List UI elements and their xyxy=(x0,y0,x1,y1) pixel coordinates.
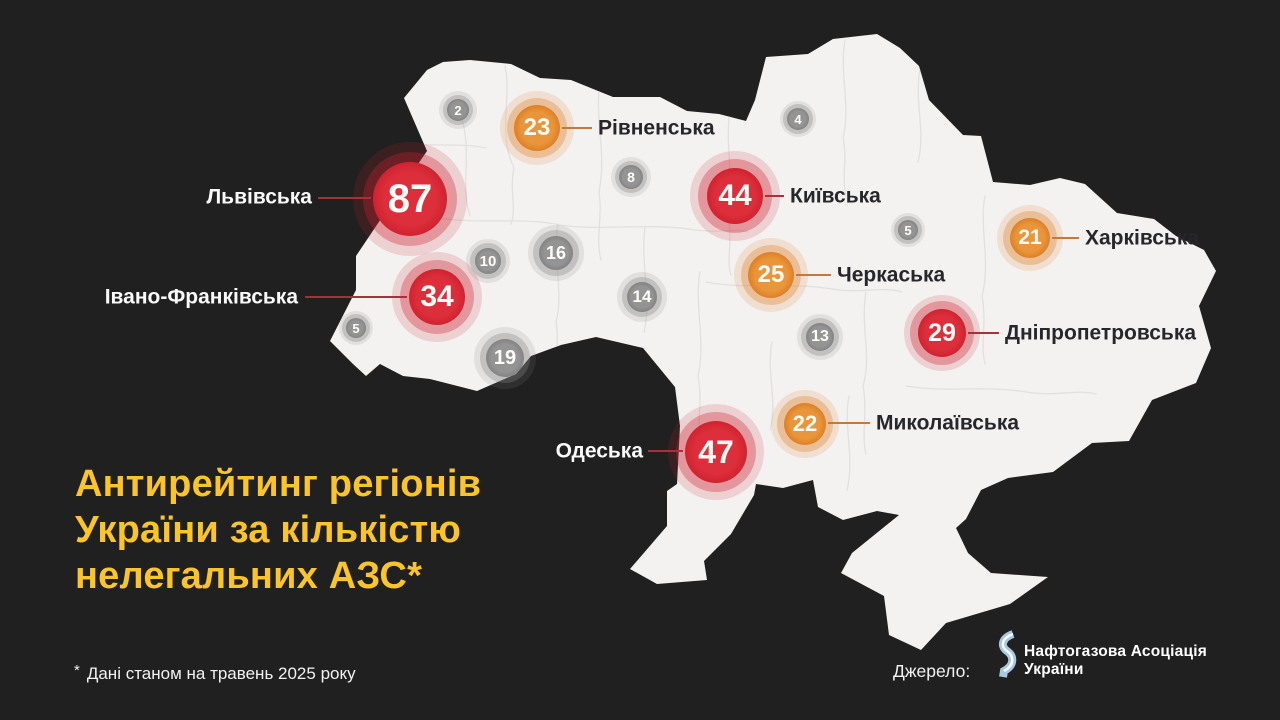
region-bubble: 5 xyxy=(346,318,366,338)
region-label: Дніпропетровська xyxy=(1005,321,1197,345)
label-connector-line xyxy=(318,197,371,199)
region-bubble: 4 xyxy=(787,108,809,130)
bubble-value: 13 xyxy=(811,328,829,345)
region-label: Миколаївська xyxy=(876,411,1020,435)
region-bubble: 29 xyxy=(918,309,966,357)
bubble-value: 87 xyxy=(387,176,433,221)
region-bubble: 22 xyxy=(784,403,826,445)
bubble-value: 8 xyxy=(627,169,635,185)
ukraine-map-shape xyxy=(330,34,1216,650)
source-label: Джерело: xyxy=(893,661,971,681)
source-org-line1: Нафтогазова Асоціація xyxy=(1024,643,1207,660)
infographic-title: Антирейтинг регіонів України за кількіст… xyxy=(75,463,482,597)
bubble-value: 23 xyxy=(523,114,551,141)
footnote-asterisk: * xyxy=(74,662,80,679)
label-connector-line xyxy=(648,450,683,452)
source-organization: Нафтогазова Асоціація України xyxy=(1024,643,1207,679)
bubble-value: 34 xyxy=(420,280,454,313)
region-bubble: 25 xyxy=(748,252,794,298)
bubble-value: 47 xyxy=(698,433,734,470)
region-label: Черкаська xyxy=(837,263,946,287)
bubble-value: 5 xyxy=(904,222,912,238)
region-label: Львівська xyxy=(206,185,312,209)
region-bubble: 14 xyxy=(627,282,657,312)
region-bubble: 5 xyxy=(898,220,918,240)
label-connector-line xyxy=(765,195,784,197)
region-label: Одеська xyxy=(555,439,643,463)
bubble-value: 4 xyxy=(794,111,802,127)
region-label: Рівненська xyxy=(598,116,715,140)
naftogas-association-logo-icon xyxy=(998,630,1017,678)
footnote: * Дані станом на травень 2025 року xyxy=(74,662,356,684)
region-bubble: 44 xyxy=(707,168,763,224)
bubble-value: 22 xyxy=(792,411,818,436)
region-bubble: 13 xyxy=(806,323,834,351)
source-org-line2: України xyxy=(1024,661,1084,678)
bubble-value: 29 xyxy=(928,318,956,347)
region-bubble: 19 xyxy=(486,339,524,377)
bubble-value: 10 xyxy=(479,252,497,270)
region-label: Івано-Франківська xyxy=(104,285,298,309)
region-bubble: 21 xyxy=(1010,218,1050,258)
label-connector-line xyxy=(1052,237,1079,239)
label-connector-line xyxy=(968,332,999,334)
bubble-value: 16 xyxy=(545,242,567,263)
bubble-value: 25 xyxy=(757,261,785,288)
bubble-value: 5 xyxy=(352,320,360,336)
region-bubble: 10 xyxy=(475,248,501,274)
region-bubble: 8 xyxy=(619,165,643,189)
label-connector-line xyxy=(828,422,870,424)
region-bubble: 23 xyxy=(514,105,560,151)
bubble-value: 21 xyxy=(1018,226,1042,249)
label-connector-line xyxy=(305,296,407,298)
footnote-text: Дані станом на травень 2025 року xyxy=(86,664,356,683)
bubble-value: 19 xyxy=(493,346,517,369)
label-connector-line xyxy=(796,274,831,276)
region-bubble: 47 xyxy=(685,421,747,483)
label-connector-line xyxy=(562,127,592,129)
region-label: Харківська xyxy=(1085,226,1200,250)
region-bubble: 2 xyxy=(447,99,469,121)
bubble-value: 14 xyxy=(632,287,652,306)
region-bubble: 87 xyxy=(373,162,447,236)
region-bubble: 16 xyxy=(539,236,573,270)
region-bubble: 34 xyxy=(409,269,465,325)
bubble-value: 2 xyxy=(454,102,462,118)
bubble-value: 44 xyxy=(718,179,752,212)
region-label: Київська xyxy=(790,184,881,208)
